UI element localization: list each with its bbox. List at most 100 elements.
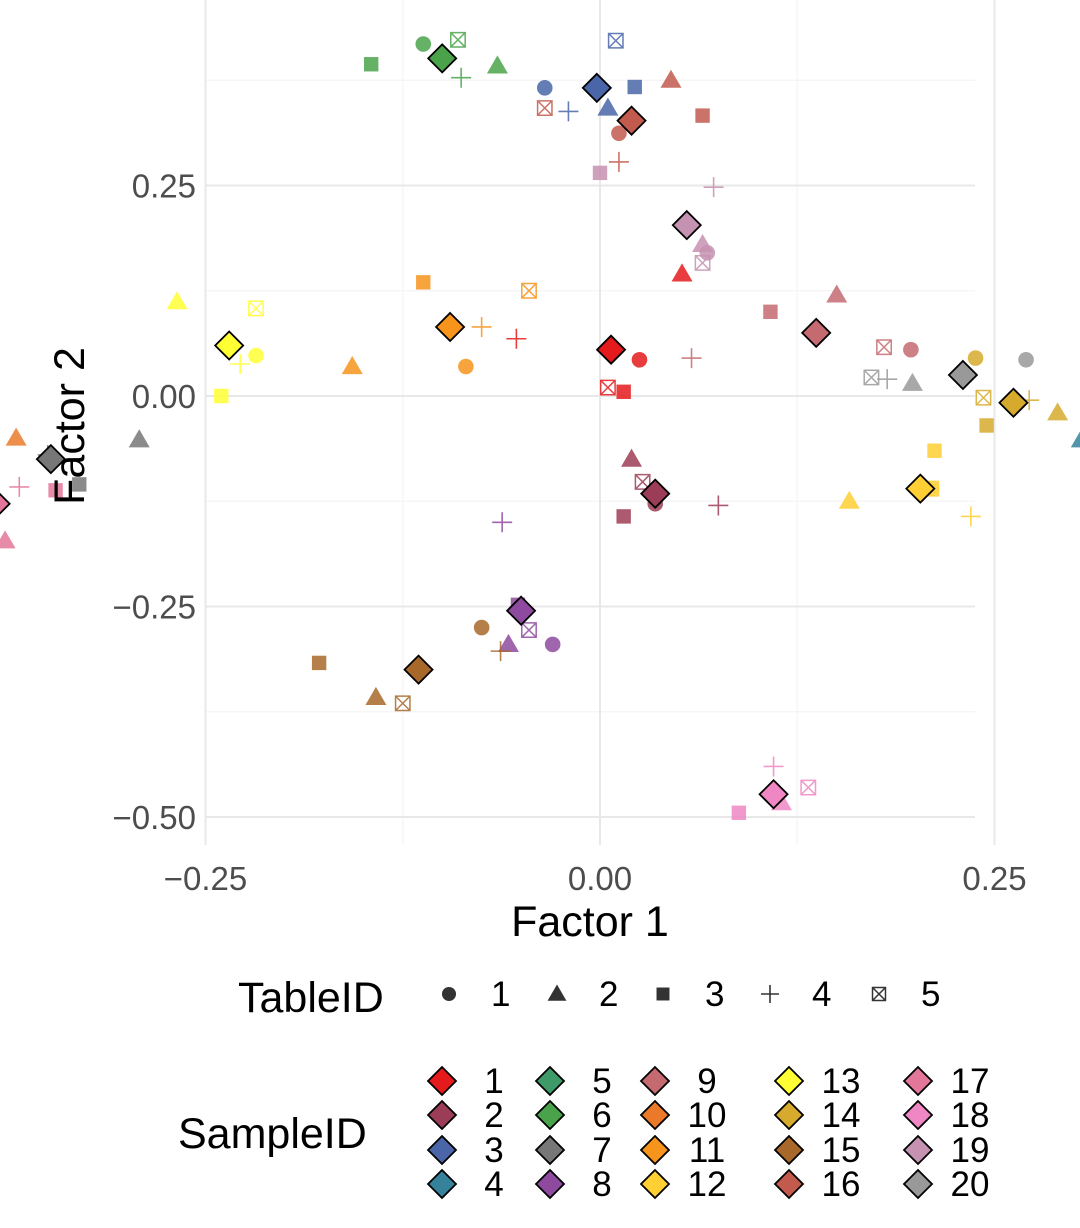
point-marker [394, 695, 411, 712]
point-sample-3-table-5 [607, 32, 624, 49]
point-sample-8-table-2 [497, 633, 519, 652]
legend-tableid-key [761, 985, 779, 1003]
legend-sampleid-label: 12 [688, 1165, 727, 1204]
point-marker [800, 779, 817, 796]
legend-sampleid-key [534, 1168, 566, 1200]
point-sample-9-table-3 [763, 304, 778, 319]
point-sample-3-table-1 [536, 80, 553, 96]
legend-sampleid-item-3: 3 [426, 1131, 504, 1170]
centroid-sample-12 [905, 473, 936, 504]
legend-sampleid-label: 3 [484, 1131, 503, 1170]
point-marker [616, 384, 631, 399]
point-marker [311, 655, 327, 671]
point-marker [763, 756, 784, 777]
legend-sampleid-label: 18 [951, 1096, 990, 1135]
legend-sampleid-label: 7 [592, 1131, 611, 1170]
point-sample-11-table-1 [458, 358, 474, 375]
legend-tableid-label: 4 [812, 975, 831, 1014]
point-sample-17-table-2 [0, 530, 16, 549]
legend-sampleid-key [902, 1168, 934, 1200]
point-sample-3-table-2 [597, 97, 619, 116]
point-marker [627, 79, 642, 95]
point-marker [703, 177, 724, 198]
point-sample-14-table-2 [1047, 402, 1069, 421]
point-marker [9, 476, 30, 497]
legend-sampleid-key [534, 1134, 566, 1166]
point-marker [486, 55, 508, 74]
legend-sampleid-key [426, 1168, 458, 1200]
legend-sampleid-label: 5 [592, 1062, 611, 1101]
point-sample-14-table-1 [967, 350, 984, 366]
point-marker [877, 369, 898, 390]
point-marker [490, 641, 511, 662]
point-marker [694, 255, 711, 271]
point-sample-16-table-2 [660, 69, 682, 88]
point-marker [536, 100, 553, 116]
point-marker [616, 509, 631, 524]
point-sample-11-table-3 [416, 275, 431, 290]
y-tick-label: 0.25 [132, 168, 196, 205]
legend-sampleid-item-6: 6 [534, 1096, 612, 1135]
legend-tableid-label: 1 [491, 975, 510, 1014]
y-tick-label: 0.00 [132, 378, 196, 415]
point-sample-19-table-5 [694, 255, 711, 271]
point-marker [416, 275, 431, 290]
legend-sampleid-label: 2 [484, 1096, 503, 1135]
legend-tableid-item-3: 3 [656, 975, 724, 1014]
point-marker [497, 633, 519, 652]
legend-sampleid-label: 19 [951, 1131, 990, 1170]
point-marker [863, 369, 880, 386]
legend-sampleid-item-15: 15 [773, 1131, 861, 1170]
legend-sampleid-item-12: 12 [639, 1165, 727, 1204]
legend-sampleid-label: 4 [484, 1165, 503, 1204]
point-marker [544, 636, 561, 653]
centroid-sample-6 [426, 43, 458, 74]
legend-sampleid-label: 8 [592, 1165, 611, 1204]
point-marker [363, 57, 379, 72]
point-sample-7-table-3 [72, 477, 87, 492]
legend-sampleid-item-13: 13 [773, 1062, 861, 1101]
point-sample-8-table-1 [544, 636, 561, 653]
point-sample-10-table-2 [5, 427, 27, 446]
point-sample-13-table-5 [248, 300, 264, 317]
legend-sampleid-item-16: 16 [773, 1165, 860, 1204]
centroid-sample-14 [998, 387, 1029, 419]
point-sample-17-table-3 [48, 483, 63, 498]
point-marker [975, 389, 992, 406]
point-sample-9-table-2 [826, 284, 848, 303]
point-marker [592, 165, 608, 181]
point-marker [903, 341, 919, 358]
legend-sampleid-key [773, 1099, 805, 1131]
legend-sampleid-label: 13 [822, 1062, 861, 1101]
point-marker [979, 418, 994, 433]
point-marker [876, 339, 892, 356]
point-sample-2-table-4 [708, 495, 729, 516]
legend-tableid-key [441, 986, 457, 1002]
point-marker [248, 300, 264, 317]
legend-sampleid-label: 15 [822, 1131, 861, 1170]
point-sample-14-table-5 [975, 389, 992, 406]
legend-sampleid-label: 9 [697, 1062, 716, 1101]
centroid-sample-17 [0, 492, 11, 515]
point-marker [451, 67, 472, 88]
point-sample-16-table-5 [536, 100, 553, 116]
centroid-sample-1 [595, 334, 627, 365]
point-marker [1047, 402, 1069, 421]
point-sample-15-table-2 [365, 686, 387, 705]
legend-sampleid-label: 14 [822, 1096, 861, 1135]
point-marker [72, 477, 87, 492]
legend-sampleid-key [426, 1099, 458, 1131]
point-marker [927, 443, 942, 458]
point-marker [597, 97, 619, 116]
point-sample-6-table-5 [450, 31, 466, 48]
point-marker [214, 388, 229, 404]
legend-sampleid-item-7: 7 [534, 1131, 612, 1170]
point-marker [960, 506, 981, 527]
point-marker [48, 483, 63, 498]
point-sample-20-table-5 [863, 369, 880, 386]
legend-sampleid-key [534, 1065, 566, 1097]
point-sample-20-table-1 [1018, 351, 1034, 368]
point-marker [599, 379, 616, 396]
point-marker [5, 427, 27, 446]
legend-tableid-label: 3 [705, 975, 724, 1014]
